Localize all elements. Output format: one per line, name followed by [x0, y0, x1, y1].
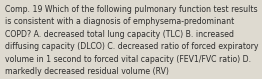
- Text: Comp. 19 Which of the following pulmonary function test results: Comp. 19 Which of the following pulmonar…: [5, 5, 257, 14]
- Text: is consistent with a diagnosis of emphysema-predominant: is consistent with a diagnosis of emphys…: [5, 17, 234, 26]
- Text: volume in 1 second to forced vital capacity (FEV1/FVC ratio) D.: volume in 1 second to forced vital capac…: [5, 55, 251, 64]
- Text: markedly decreased residual volume (RV): markedly decreased residual volume (RV): [5, 67, 168, 76]
- Text: COPD? A. decreased total lung capacity (TLC) B. increased: COPD? A. decreased total lung capacity (…: [5, 30, 234, 39]
- Text: diffusing capacity (DLCO) C. decreased ratio of forced expiratory: diffusing capacity (DLCO) C. decreased r…: [5, 42, 258, 51]
